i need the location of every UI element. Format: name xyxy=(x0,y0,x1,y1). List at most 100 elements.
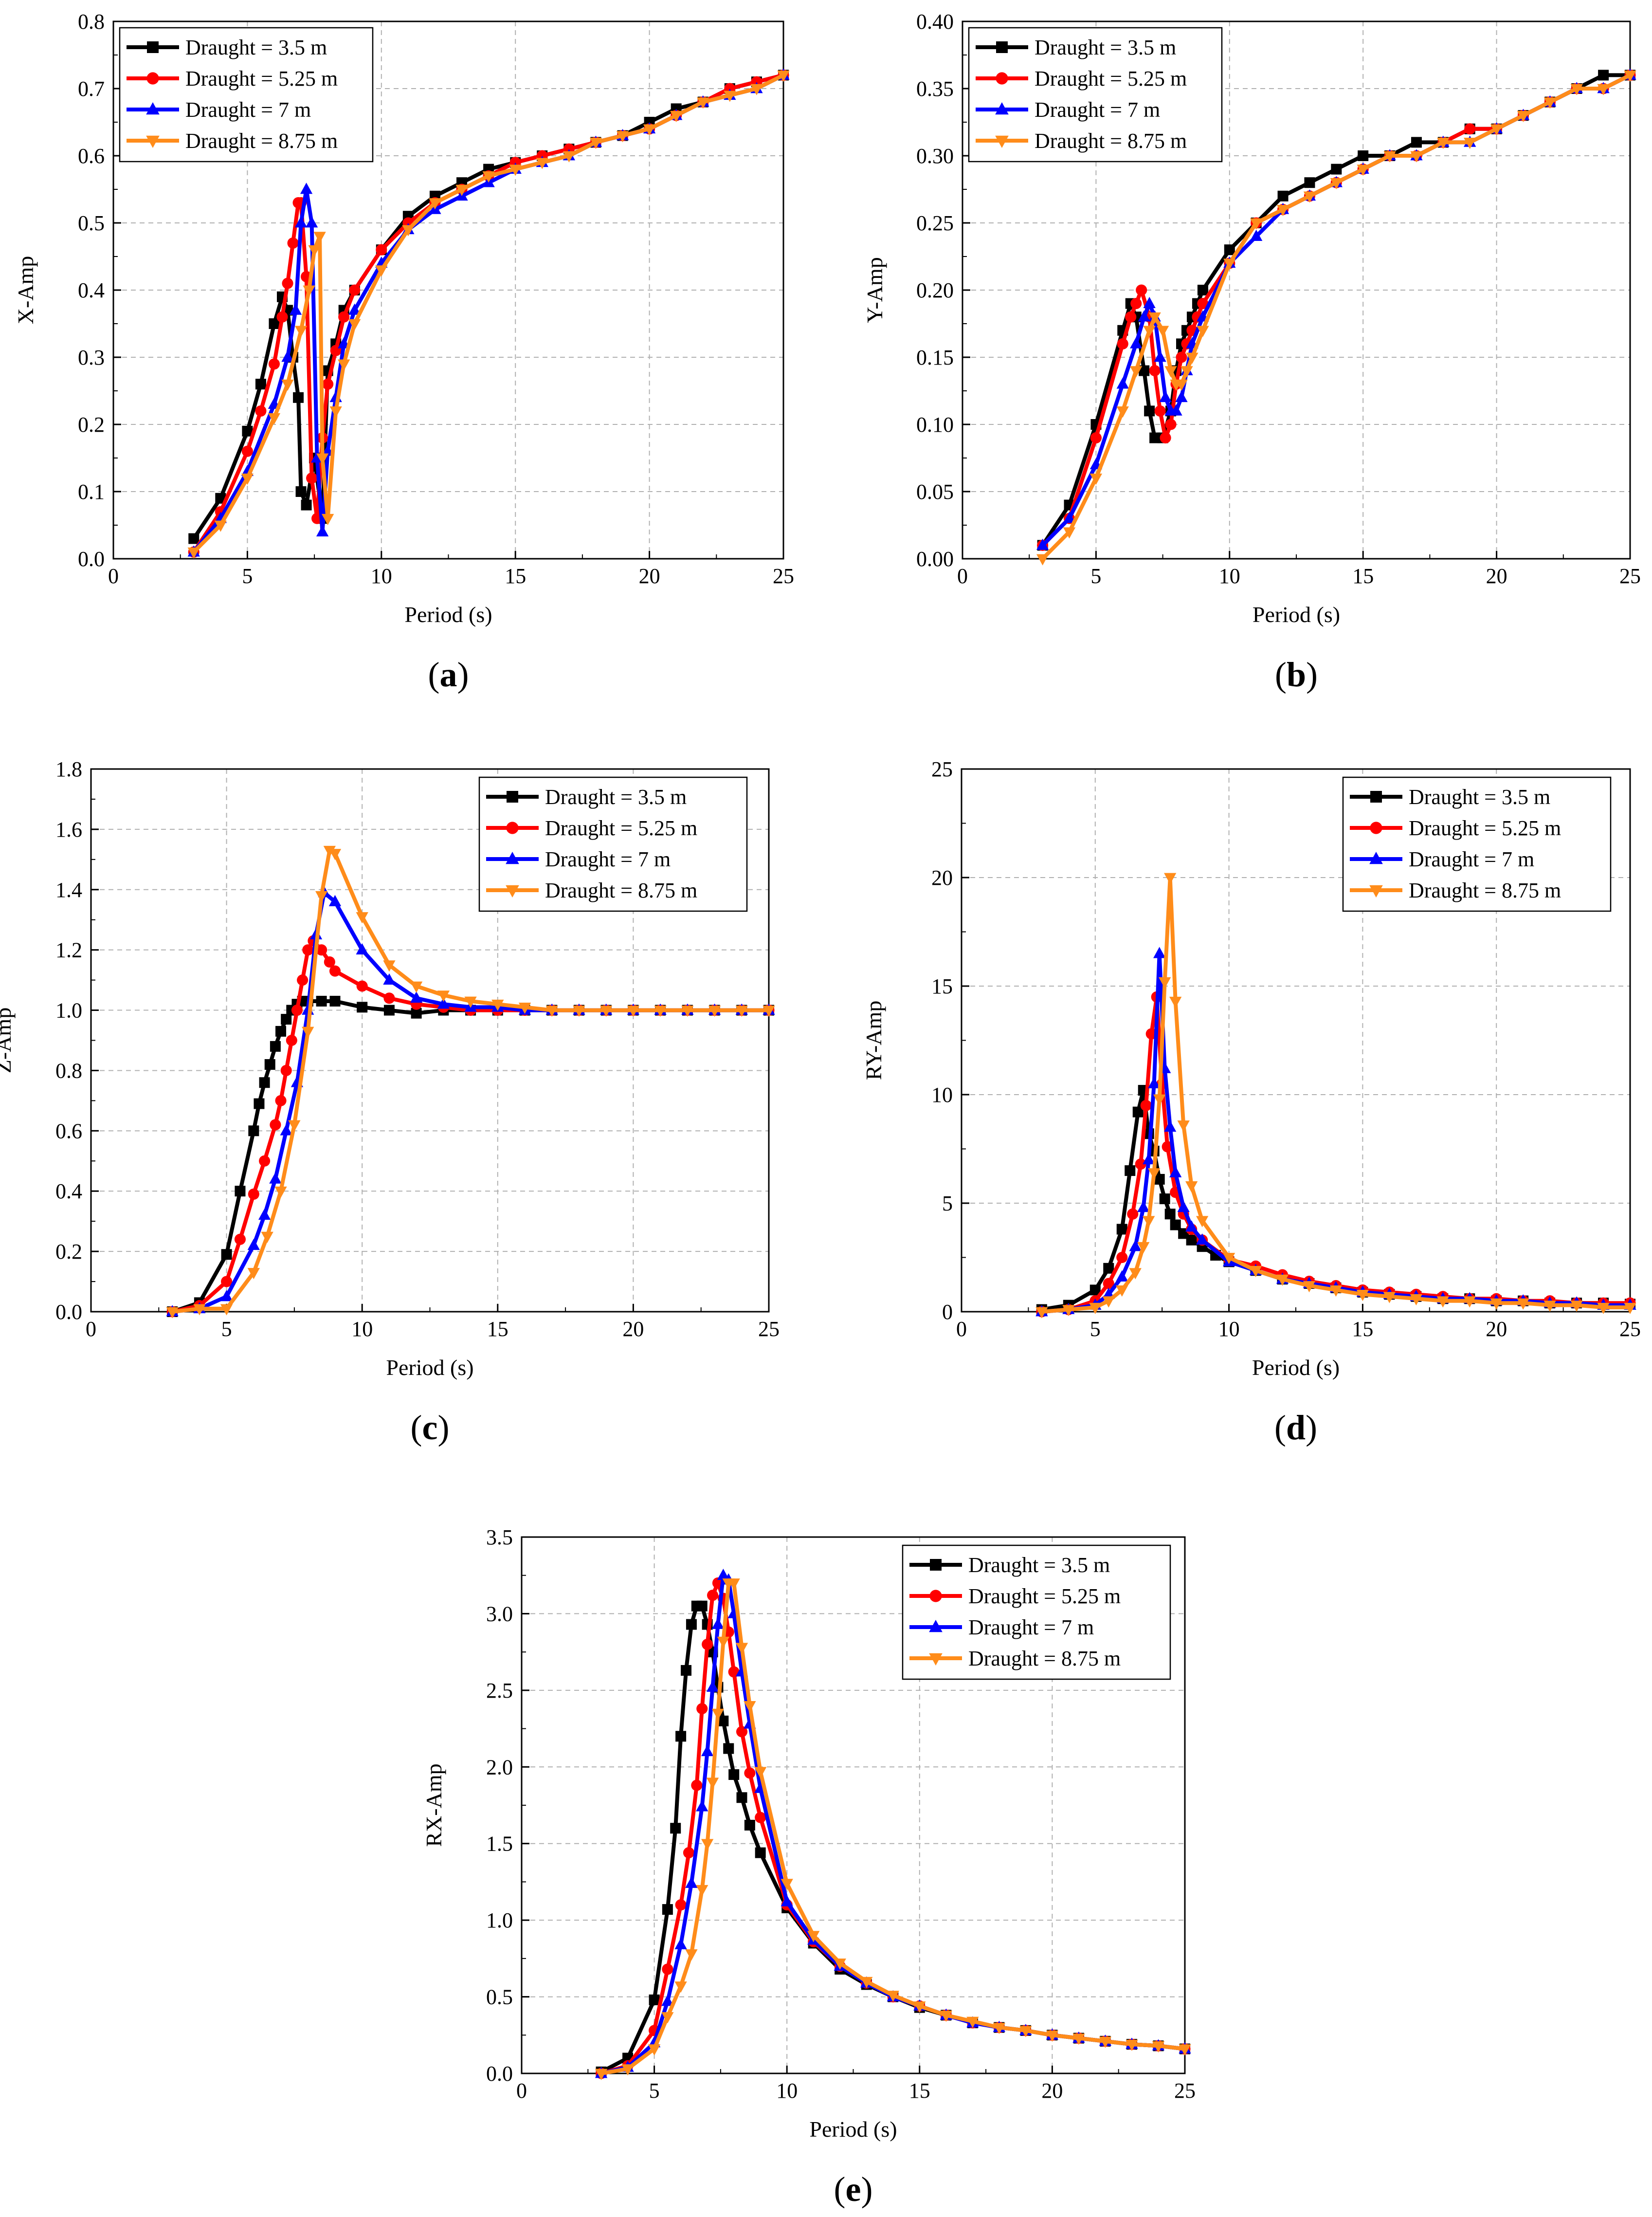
data-point xyxy=(293,392,304,403)
series-4 xyxy=(187,71,790,559)
data-point xyxy=(316,453,329,465)
data-point xyxy=(1135,1158,1146,1170)
data-point xyxy=(1159,1193,1170,1205)
data-point xyxy=(674,1938,687,1949)
data-point xyxy=(1175,391,1188,403)
data-point xyxy=(662,1904,673,1915)
data-point xyxy=(306,472,318,484)
data-point xyxy=(1597,84,1610,95)
data-point xyxy=(220,1290,233,1301)
data-point xyxy=(675,1899,687,1911)
panel-label: (c) xyxy=(411,1408,450,1447)
chart-panel-c: 0 5 10 15 20 25 0.0 0.2 0.4 0.6 0.8 1.0 1.2 1.4 1.6 1.8… xyxy=(0,757,780,1447)
data-point xyxy=(329,965,341,977)
legend-label: Draught = 8.75 m xyxy=(1409,879,1561,902)
legend-marker xyxy=(1370,822,1382,834)
data-point xyxy=(1197,326,1209,337)
legend-marker xyxy=(995,135,1009,148)
x-tick-label: 5 xyxy=(242,564,253,588)
data-point xyxy=(696,1885,708,1896)
data-point xyxy=(1196,1216,1209,1228)
data-point xyxy=(248,1188,259,1200)
data-point xyxy=(1197,285,1208,295)
legend-marker xyxy=(995,102,1009,115)
data-point xyxy=(1490,1298,1503,1310)
data-point xyxy=(1464,123,1476,135)
data-point xyxy=(670,1823,681,1834)
data-point xyxy=(706,1680,719,1692)
data-point xyxy=(268,413,281,424)
data-point xyxy=(248,1125,259,1136)
legend-marker xyxy=(1369,852,1383,864)
data-point xyxy=(1143,1153,1155,1165)
data-point xyxy=(303,285,315,297)
series-4 xyxy=(1035,873,1636,1319)
data-point xyxy=(686,1619,697,1630)
data-point xyxy=(595,2069,608,2080)
data-point xyxy=(1103,1263,1114,1274)
data-point xyxy=(536,158,548,169)
data-point xyxy=(696,1703,708,1715)
data-point xyxy=(1186,1234,1197,1246)
data-point xyxy=(220,1304,233,1316)
data-point xyxy=(685,1876,698,1888)
data-point xyxy=(696,1800,708,1812)
data-point xyxy=(1624,71,1636,82)
legend: Draught = 3.5 m Draught = 5.25 m Draught =… xyxy=(478,776,748,912)
data-point xyxy=(348,303,361,315)
data-point xyxy=(913,2001,926,2013)
data-point xyxy=(648,2044,661,2056)
data-point xyxy=(437,997,450,1009)
data-point xyxy=(259,1077,270,1088)
data-point xyxy=(1180,366,1193,378)
data-point xyxy=(294,216,308,228)
data-point xyxy=(338,311,350,323)
data-point xyxy=(621,2064,634,2076)
data-point xyxy=(573,1006,585,1017)
legend-marker xyxy=(1369,885,1383,898)
legend-label: Draught = 8.75 m xyxy=(968,1647,1121,1670)
legend-label: Draught = 5.25 m xyxy=(545,816,697,840)
data-point xyxy=(300,183,313,194)
data-point xyxy=(1143,1216,1155,1228)
data-point xyxy=(275,1095,287,1106)
y-tick-label: 2.0 xyxy=(486,1755,513,1779)
y-tick-label: 2.5 xyxy=(486,1679,513,1703)
data-point xyxy=(654,1006,667,1017)
data-point xyxy=(1072,2034,1085,2045)
data-point xyxy=(323,845,336,857)
data-point xyxy=(328,849,342,861)
data-point xyxy=(1099,2036,1112,2048)
y-tick-label: 0.4 xyxy=(55,1179,82,1203)
data-point xyxy=(1156,326,1169,337)
series-line xyxy=(600,1581,1185,2075)
data-point xyxy=(411,1008,422,1019)
data-point xyxy=(270,1041,281,1052)
data-point xyxy=(221,1276,233,1287)
data-point xyxy=(509,165,522,176)
data-point xyxy=(755,1812,766,1823)
data-point xyxy=(643,124,656,136)
x-tick-label: 10 xyxy=(351,1317,373,1341)
data-point xyxy=(681,1006,694,1017)
data-point xyxy=(1570,84,1583,95)
panel-label: (a) xyxy=(428,655,469,694)
legend: Draught = 3.5 m Draught = 5.25 m Draught =… xyxy=(968,27,1223,163)
data-point xyxy=(1164,1209,1176,1220)
data-point xyxy=(735,1643,748,1654)
y-tick-label: 1.0 xyxy=(55,999,82,1023)
legend-label: Draught = 3.5 m xyxy=(545,785,687,809)
data-point xyxy=(356,943,368,955)
legend-label: Draught = 3.5 m xyxy=(968,1553,1110,1577)
data-point xyxy=(616,131,629,143)
legend-marker xyxy=(146,102,160,115)
y-tick-label: 3.5 xyxy=(486,1525,513,1549)
y-tick-label: 0.25 xyxy=(916,211,954,235)
data-point xyxy=(1169,1166,1182,1177)
data-point xyxy=(1116,1285,1128,1297)
data-point xyxy=(1186,352,1198,364)
data-point xyxy=(247,1268,260,1280)
legend-marker xyxy=(929,1653,943,1666)
x-tick-label: 20 xyxy=(1041,2079,1063,2103)
data-point xyxy=(1090,432,1102,444)
